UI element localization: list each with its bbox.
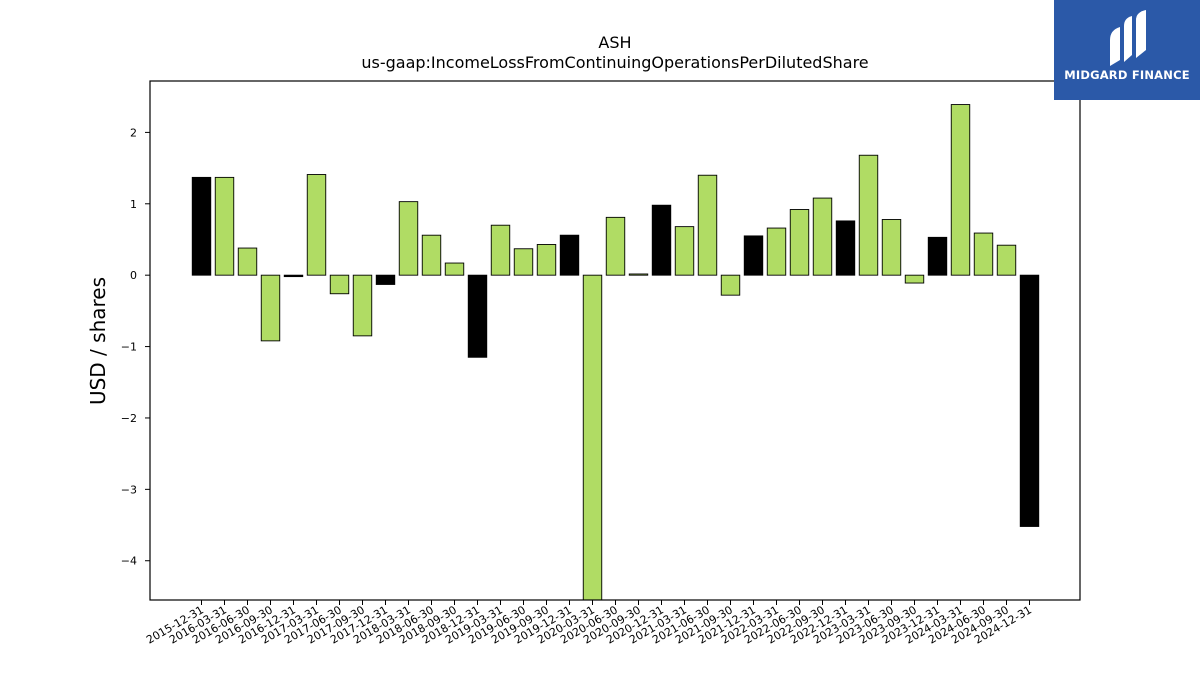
y-tick-label: −1 xyxy=(121,341,137,354)
bar-2023-09-30 xyxy=(904,274,925,284)
bar-2019-06-30 xyxy=(513,248,534,276)
bar-2020-03-31 xyxy=(582,274,603,601)
y-tick-label: 0 xyxy=(130,269,137,282)
bar-2024-12-31 xyxy=(1019,274,1040,527)
bar-2017-03-31 xyxy=(306,174,327,276)
bars-group xyxy=(191,104,1040,601)
y-tick-label: −4 xyxy=(121,555,137,568)
bar-2019-12-31 xyxy=(559,234,580,276)
chart-subtitle: us-gaap:IncomeLossFromContinuingOperatio… xyxy=(361,53,868,72)
bar-2018-09-30 xyxy=(444,262,465,276)
plot-frame xyxy=(149,80,1081,601)
y-tick-label: 2 xyxy=(130,126,137,139)
bar-2022-09-30 xyxy=(812,197,833,276)
bar-2020-12-31 xyxy=(651,204,672,276)
bar-2022-03-31 xyxy=(766,227,787,276)
bar-2016-09-30 xyxy=(260,274,281,342)
bar-2023-12-31 xyxy=(927,236,948,276)
chart-title: ASH xyxy=(598,33,631,52)
bar-2018-03-31 xyxy=(398,201,419,276)
bar-2017-12-31 xyxy=(375,274,396,285)
bar-2024-06-30 xyxy=(973,232,994,276)
bar-2021-09-30 xyxy=(720,274,741,296)
bar-2021-12-31 xyxy=(743,235,764,276)
bar-2016-03-31 xyxy=(214,176,235,276)
bar-2017-06-30 xyxy=(329,274,350,295)
bar-2018-12-31 xyxy=(467,274,488,358)
bar-2018-06-30 xyxy=(421,234,442,276)
bar-2020-06-30 xyxy=(605,216,626,276)
y-tick-label: −2 xyxy=(121,412,137,425)
brand-name: MIDGARD FINANCE xyxy=(1064,68,1190,82)
bar-2024-03-31 xyxy=(950,104,971,276)
bar-2019-09-30 xyxy=(536,244,557,276)
x-axis: 2015-12-312016-03-312016-06-302016-09-30… xyxy=(144,600,1034,647)
bar-2017-09-30 xyxy=(352,274,373,337)
y-axis: 2 1 0 −1 −2 −3 −4 xyxy=(121,126,150,568)
bar-2023-06-30 xyxy=(881,219,902,276)
bar-2019-03-31 xyxy=(490,224,511,276)
y-tick-label: −3 xyxy=(121,483,137,496)
y-axis-label: USD / shares xyxy=(86,277,110,405)
bar-2016-06-30 xyxy=(237,247,258,276)
y-tick-label: 1 xyxy=(130,198,137,211)
bar-2022-12-31 xyxy=(835,220,856,276)
bar-2015-12-31 xyxy=(191,176,212,276)
bar-2016-12-31 xyxy=(283,274,304,278)
bar-2021-06-30 xyxy=(697,174,718,276)
bar-2024-09-30 xyxy=(996,244,1017,276)
bar-2021-03-31 xyxy=(674,226,695,276)
bar-2020-09-30 xyxy=(628,273,649,276)
midgard-finance-logo: MIDGARD FINANCE xyxy=(1054,0,1200,100)
bar-2022-06-30 xyxy=(789,209,810,276)
midgard-finance-logo-icon xyxy=(1110,10,1146,66)
bar-2023-03-31 xyxy=(858,154,879,276)
